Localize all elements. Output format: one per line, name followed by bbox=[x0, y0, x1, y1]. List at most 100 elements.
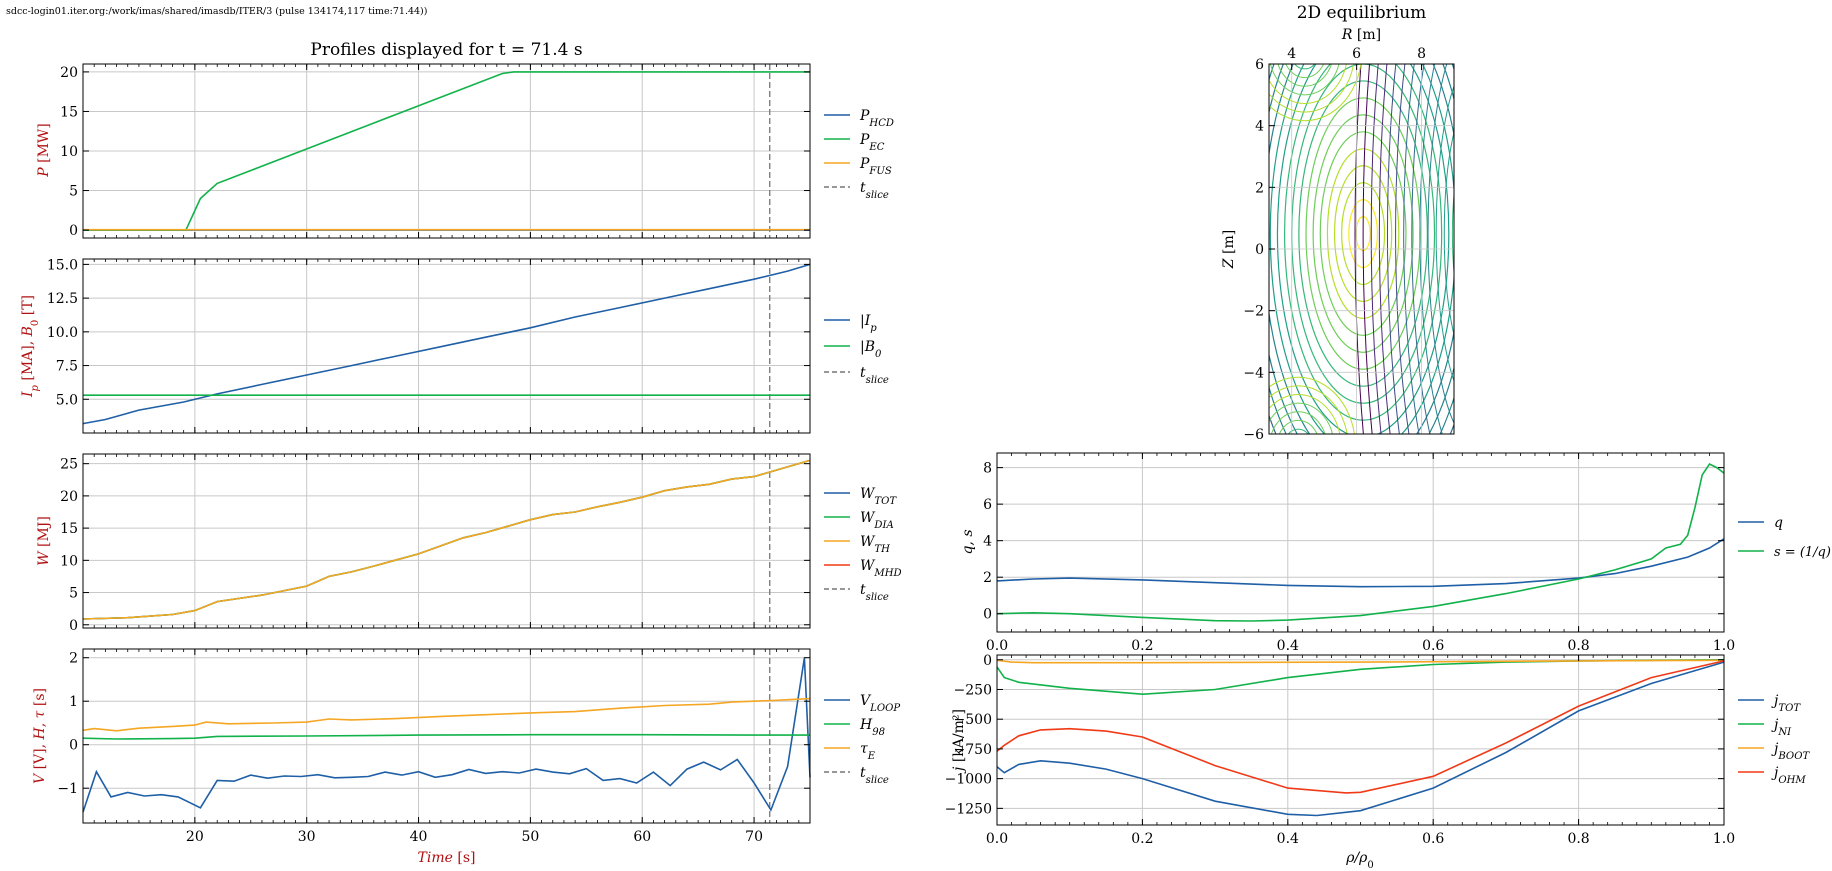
equilibrium-outer-contour bbox=[1443, 130, 1454, 337]
equilibrium-flux-surface bbox=[1269, 64, 1454, 434]
loop-panel bbox=[82, 648, 811, 824]
equilibrium-title: 2D equilibrium bbox=[1297, 3, 1427, 23]
j-profile-ytick-label: −250 bbox=[954, 682, 992, 698]
energy-ylabel: W [MJ] bbox=[36, 516, 52, 566]
j-profile-xtick-label: 1.0 bbox=[1713, 831, 1735, 847]
equilibrium-outer-contour bbox=[1362, 64, 1373, 434]
equilibrium-outer-contour bbox=[1354, 64, 1364, 434]
current-legend-label: |B0 bbox=[860, 339, 882, 360]
energy-ytick-label: 5 bbox=[69, 586, 78, 602]
q-profile-xtick-label: 0.6 bbox=[1422, 638, 1444, 654]
equilibrium-coil-contour bbox=[1269, 394, 1341, 434]
equilibrium-xtick-label: 6 bbox=[1352, 46, 1361, 62]
equilibrium-outer-contour bbox=[1378, 64, 1391, 434]
j-profile-ytick-label: −500 bbox=[954, 712, 992, 728]
energy-ytick-label: 25 bbox=[60, 457, 78, 473]
equilibrium-outer-contour bbox=[1395, 64, 1410, 434]
s-legend-label: s = (1/q) dq/dρ bbox=[1774, 545, 1832, 560]
equilibrium-coil-contour bbox=[1269, 64, 1340, 96]
j-profile-ytick-label: −1000 bbox=[945, 772, 992, 788]
j-profile-series-jOHM bbox=[996, 660, 1725, 794]
j-profile-series-jBOOT bbox=[996, 659, 1725, 664]
energy-series-WDIA bbox=[82, 459, 811, 620]
loop-legend-label: τE bbox=[860, 741, 876, 762]
j-profile-xtick-label: 0.8 bbox=[1567, 831, 1589, 847]
q-profile-ylabel: q, s bbox=[960, 529, 976, 554]
q-profile-ytick-label: 8 bbox=[983, 461, 992, 477]
power-legend-label: PHCD bbox=[859, 108, 894, 129]
equilibrium-outer-contour bbox=[1411, 64, 1431, 434]
equilibrium-coil-contour bbox=[1298, 43, 1312, 60]
energy-legend-label: WMHD bbox=[860, 558, 902, 579]
loop-ytick-label: 2 bbox=[69, 651, 78, 667]
equilibrium-coil-contour bbox=[1269, 402, 1333, 434]
equilibrium-ytick-label: 0 bbox=[1255, 242, 1264, 258]
j-profile-ytick-label: −1250 bbox=[945, 801, 992, 817]
j-profile-xtick-label: 0.4 bbox=[1277, 831, 1299, 847]
loop-ytick-label: 0 bbox=[69, 738, 78, 754]
equilibrium-coil-contour bbox=[1278, 419, 1318, 434]
energy-legend-label: tslice bbox=[860, 582, 889, 603]
power-legend-label: PFUS bbox=[859, 156, 892, 177]
equilibrium-outer-contour bbox=[1419, 64, 1443, 434]
q-profile-xtick-label: 0.8 bbox=[1567, 638, 1589, 654]
q-profile-panel bbox=[996, 452, 1725, 633]
equilibrium-flux-surface bbox=[1284, 64, 1443, 421]
equilibrium-ytick-label: −6 bbox=[1243, 427, 1264, 443]
power-ytick-label: 0 bbox=[69, 223, 78, 239]
equilibrium-flux-surface bbox=[1319, 131, 1407, 336]
j-legend-label: jNI bbox=[1771, 717, 1792, 738]
equilibrium-coil-contour bbox=[1269, 64, 1362, 122]
energy-ytick-label: 10 bbox=[60, 553, 78, 569]
loop-legend-label: H98 bbox=[859, 717, 886, 738]
equilibrium-ytick-label: 2 bbox=[1255, 180, 1264, 196]
equilibrium-coil-contour bbox=[1294, 64, 1316, 70]
q-profile-series-q bbox=[996, 538, 1725, 588]
loop-xtick-label: 20 bbox=[186, 829, 204, 845]
current-ytick-label: 10.0 bbox=[47, 325, 78, 341]
q-profile-series-s bbox=[996, 462, 1725, 622]
equilibrium-outer-contour bbox=[1451, 190, 1454, 277]
loop-xtick-label: 30 bbox=[298, 829, 316, 845]
j-profile-xlabel: ρ/ρ0 bbox=[1345, 850, 1374, 871]
equilibrium-coil-contour bbox=[1269, 376, 1355, 434]
power-ytick-label: 5 bbox=[69, 184, 78, 200]
power-legend-label: tslice bbox=[860, 180, 889, 201]
equilibrium-coil-contour bbox=[1269, 385, 1348, 434]
equilibrium-xlabel: R [m] bbox=[1341, 27, 1381, 43]
loop-ylabel: V [V], H, τ [s] bbox=[32, 688, 48, 784]
window-path-title: sdcc-login01.iter.org:/work/imas/shared/… bbox=[6, 6, 428, 17]
equilibrium-flux-surface bbox=[1192, 0, 1535, 641]
equilibrium-flux-surface bbox=[1177, 0, 1548, 674]
j-legend-label: jTOT bbox=[1771, 693, 1801, 714]
j-profile-ytick-label: 0 bbox=[983, 653, 992, 669]
energy-panel bbox=[82, 453, 811, 629]
energy-legend-label: WDIA bbox=[860, 510, 894, 531]
current-legend-label: tslice bbox=[860, 365, 889, 386]
energy-frame bbox=[82, 453, 811, 629]
power-ytick-label: 20 bbox=[60, 65, 78, 81]
equilibrium-flux-surface bbox=[1298, 80, 1428, 387]
q-profile-xtick-label: 0.4 bbox=[1277, 638, 1299, 654]
power-ytick-label: 10 bbox=[60, 144, 78, 160]
energy-ytick-label: 20 bbox=[60, 489, 78, 505]
loop-series-H98 bbox=[82, 733, 810, 740]
q-profile-ytick-label: 4 bbox=[983, 534, 992, 550]
energy-ytick-label: 0 bbox=[69, 618, 78, 634]
equilibrium-flux-surface bbox=[1312, 114, 1414, 353]
equilibrium-outer-contour bbox=[1427, 64, 1454, 425]
loop-legend-label: VLOOP bbox=[860, 693, 900, 714]
equilibrium-flux-surface bbox=[1220, 0, 1506, 573]
loop-ytick-label: −1 bbox=[57, 781, 78, 797]
current-ylabel: Ip [MA], B0 [T] bbox=[20, 295, 41, 398]
loop-xtick-label: 40 bbox=[410, 829, 428, 845]
current-ytick-label: 12.5 bbox=[47, 291, 78, 307]
j-profile-xtick-label: 0.6 bbox=[1422, 831, 1444, 847]
equilibrium-coil-contour bbox=[1271, 411, 1326, 434]
equilibrium-ytick-label: 6 bbox=[1255, 57, 1264, 73]
loop-xtick-label: 50 bbox=[521, 829, 539, 845]
energy-legend-label: WTH bbox=[860, 534, 890, 555]
equilibrium-coil-contour bbox=[1285, 64, 1325, 79]
q-profile-frame bbox=[996, 452, 1725, 633]
